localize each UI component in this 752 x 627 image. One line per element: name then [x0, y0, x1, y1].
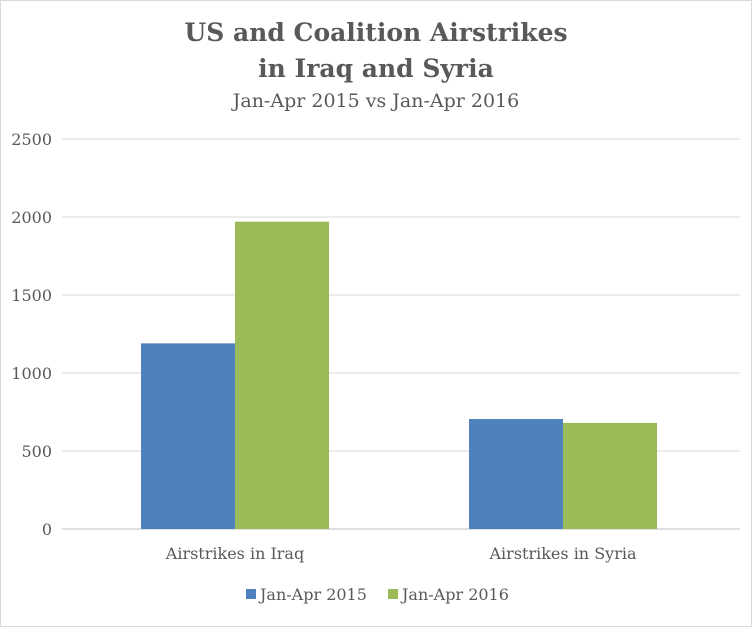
y-tick-label: 500	[21, 442, 52, 461]
legend-swatch	[246, 589, 256, 599]
legend-label: Jan-Apr 2016	[400, 585, 509, 604]
y-tick-label: 2500	[11, 130, 52, 149]
y-tick-label: 1500	[11, 286, 52, 305]
bar-jan-apr-2015-0	[141, 343, 235, 529]
chart-title-line2: in Iraq and Syria	[258, 54, 494, 83]
y-tick-label: 2000	[11, 208, 52, 227]
x-tick-label: Airstrikes in Iraq	[165, 544, 304, 563]
bar-jan-apr-2015-1	[469, 419, 563, 529]
bar-jan-apr-2016-0	[235, 221, 329, 529]
x-tick-label: Airstrikes in Syria	[489, 544, 637, 563]
chart-subtitle: Jan-Apr 2015 vs Jan-Apr 2016	[232, 90, 520, 112]
legend-swatch	[388, 589, 398, 599]
bar-jan-apr-2016-1	[563, 422, 657, 529]
legend-label: Jan-Apr 2015	[258, 585, 367, 604]
y-tick-label: 1000	[11, 364, 52, 383]
chart-title: US and Coalition Airstrikes	[184, 18, 568, 47]
y-tick-label: 0	[42, 520, 52, 539]
